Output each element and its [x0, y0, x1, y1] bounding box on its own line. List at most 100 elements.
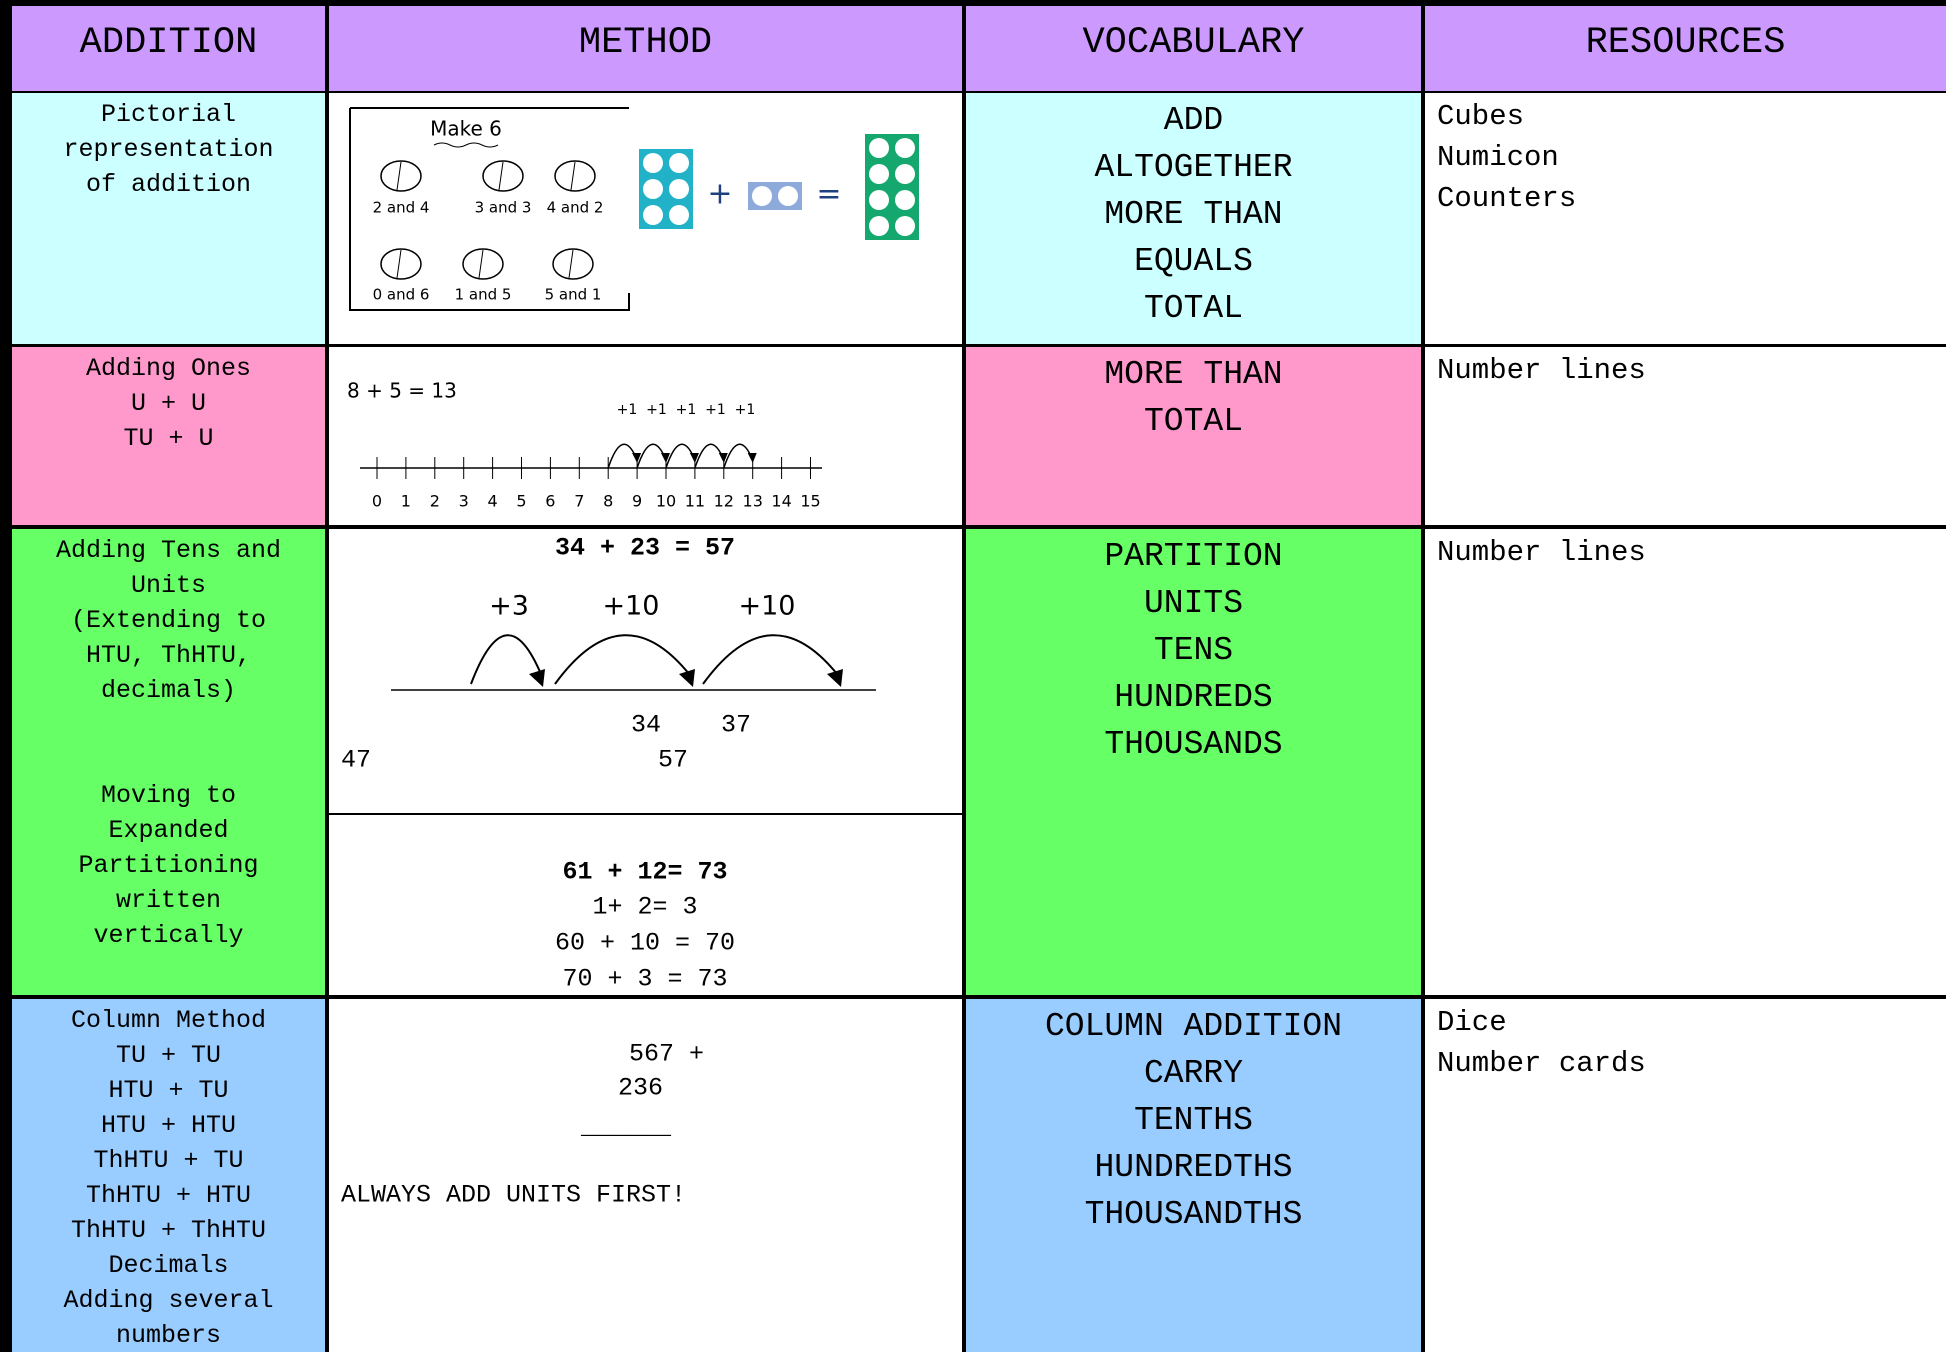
topic-line: of addition [85, 170, 252, 199]
vocabulary-word: CARRY [1143, 1055, 1244, 1092]
number-label: 0 [372, 492, 382, 511]
topic-paragraph: Column Method TU + TU HTU + TU HTU + HTU ThH… [12, 1003, 325, 1352]
column-line: 236 [618, 1074, 663, 1103]
topic-line: HTU, ThHTU, [85, 641, 252, 670]
header-text: ADDITION [79, 22, 258, 64]
numicon-hole [643, 205, 663, 225]
number-sentence: 34 + 23 = 57 [555, 534, 735, 563]
resource-item: Dice [1437, 1006, 1507, 1039]
vocabulary-word: MORE THAN [1104, 356, 1283, 393]
number-line-label: 34 37 [631, 711, 751, 740]
arrowhead [747, 453, 757, 463]
handwritten-title: Make 6 [430, 117, 502, 141]
jump-arc [470, 634, 544, 685]
vocabulary-word: TENS [1153, 632, 1234, 669]
column-line: ______ [580, 1113, 672, 1142]
topic-line: Column Method [70, 1006, 267, 1035]
column-line: 567 + [629, 1040, 704, 1069]
header-cell: RESOURCES [1425, 6, 1946, 91]
vocabulary-word: MORE THAN [1104, 196, 1283, 233]
arrowhead [679, 669, 695, 687]
header-text: METHOD [578, 22, 713, 64]
numicon-hole [895, 164, 915, 184]
topic-paragraph: Pictorial representation of addition [12, 97, 325, 202]
jump-arc [554, 634, 694, 685]
topic-line: HTU + HTU [100, 1111, 237, 1140]
arrowhead [689, 453, 699, 463]
topic-line: U + U [130, 389, 206, 418]
topic-line: ThHTU + HTU [85, 1181, 252, 1210]
underline [433, 142, 499, 148]
vocabulary-cell: ADD ALTOGETHER MORE THAN EQUALS TOTAL [966, 93, 1421, 344]
expanded-line: 60 + 10 = 70 [555, 929, 735, 958]
group-split [396, 249, 402, 279]
numicon-hole [669, 205, 689, 225]
method-cell: 34 + 23 = 57 +3 +10 +10 34 37 47 57 61 + 12= 73… [329, 529, 962, 995]
jump-label: +1 [676, 402, 697, 418]
number-sentence: 8 + 5 = 13 [347, 379, 457, 403]
number-label: 5 [516, 492, 526, 511]
vocabulary-word: ADD [1163, 102, 1224, 139]
numicon-hole [752, 186, 772, 206]
vocabulary-word: ALTOGETHER [1094, 149, 1293, 186]
vocabulary-word: EQUALS [1134, 243, 1253, 280]
jump-label: +1 [735, 402, 756, 418]
topic-line: Adding Ones [85, 354, 252, 383]
resources-cell: Cubes Numicon Counters [1425, 93, 1946, 344]
topic-line: HTU + TU [108, 1076, 229, 1105]
group-split [498, 161, 504, 191]
header-text: RESOURCES [1585, 22, 1786, 64]
jump-label: +1 [705, 402, 726, 418]
number-label: 10 [656, 492, 676, 511]
topic-line: TU + U [123, 424, 214, 453]
topic-line: Decimals [108, 1251, 229, 1280]
number-label: 4 [488, 492, 498, 511]
resource-item: Number lines [1437, 536, 1646, 569]
expanded-line: 1+ 2= 3 [592, 893, 697, 922]
group-split [570, 161, 576, 191]
method-illustration: 34 + 23 = 57 +3 +10 +10 34 37 47 57 61 + 12= 73… [329, 534, 962, 994]
number-line-label: 47 [341, 746, 371, 775]
group-label: 5 and 1 [545, 286, 602, 304]
vocabulary-word: TOTAL [1143, 403, 1244, 440]
topic-line: numbers [115, 1321, 222, 1350]
group-split [396, 161, 402, 191]
numicon-hole [643, 153, 663, 173]
arrowhead [632, 453, 642, 463]
topic-line: decimals) [100, 676, 237, 705]
numicon-hole [778, 186, 798, 206]
numicon-sign: + [707, 177, 732, 212]
topic-cell: Adding Ones U + U TU + U [12, 347, 325, 525]
topic-line: Adding Tens and [55, 536, 282, 565]
topic-paragraph: Adding Tens and Units (Extending to HTU, Th… [12, 533, 325, 708]
vocabulary-word: PARTITION [1104, 538, 1283, 575]
resource-item: Counters [1437, 182, 1577, 215]
expanded-line: 61 + 12= 73 [562, 858, 727, 887]
method-illustration: 8 + 5 = 130 1 2 3 4 5 6 7 8 9 10 11 12 13 14 15+1 +1 +1 +1… [347, 379, 822, 511]
group-label: 4 and 2 [547, 199, 604, 217]
header-cell: VOCABULARY [966, 6, 1421, 91]
numicon-hole [869, 138, 889, 158]
arrowhead [661, 453, 670, 463]
group-split [568, 249, 574, 279]
jump-arc [702, 634, 842, 685]
numicon-hole [869, 190, 889, 210]
arrowhead [529, 669, 545, 687]
jump-arc [665, 443, 696, 469]
numicon-hole [869, 164, 889, 184]
jump-label: +1 [617, 402, 638, 418]
number-label: 7 [574, 492, 584, 511]
topic-line: Pictorial [100, 100, 237, 129]
group-label: 0 and 6 [373, 286, 430, 304]
group-split [478, 249, 484, 279]
counter-group [552, 248, 594, 280]
numicon-hole [669, 153, 689, 173]
vocabulary-word: HUNDREDS [1114, 679, 1273, 716]
resources-cell: Number lines [1425, 529, 1946, 995]
header-cell: ADDITION [12, 6, 325, 91]
vocabulary-word: THOUSANDS [1104, 726, 1283, 763]
resource-item: Numicon [1437, 141, 1559, 174]
jump-label: +3 [489, 591, 529, 622]
group-label: 2 and 4 [373, 199, 430, 217]
